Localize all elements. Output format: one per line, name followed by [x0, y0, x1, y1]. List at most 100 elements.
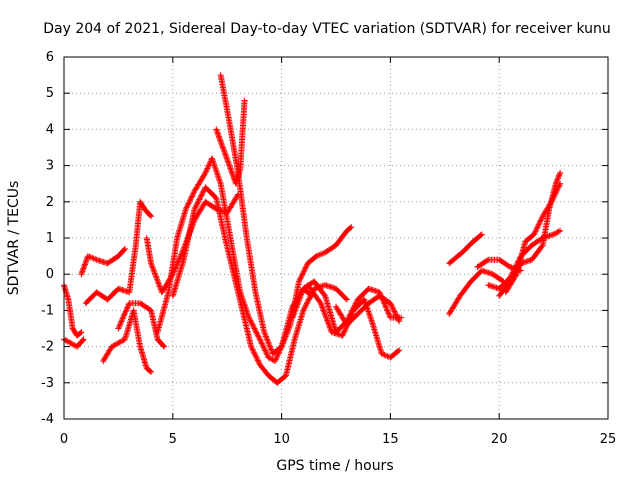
data-point [530, 244, 533, 247]
data-point [80, 331, 83, 334]
y-tick-label: 6 [46, 50, 54, 65]
series-track-j [217, 72, 355, 357]
data-point [124, 247, 126, 250]
series-markers [61, 336, 87, 350]
data-point [167, 291, 170, 294]
data-point [515, 273, 518, 276]
data-point [372, 323, 374, 326]
series-track-e [100, 307, 155, 375]
data-point [184, 208, 187, 210]
data-point [274, 360, 276, 362]
data-point [204, 200, 207, 203]
data-point [324, 295, 327, 297]
data-point [215, 128, 218, 131]
data-point [219, 74, 222, 76]
data-point [352, 309, 355, 312]
data-point [80, 273, 83, 276]
data-point [341, 334, 344, 337]
data-point [509, 266, 511, 268]
x-tick-label: 5 [169, 432, 177, 447]
data-point [82, 338, 85, 341]
data-point [380, 352, 383, 355]
data-point [459, 295, 461, 297]
data-point [298, 280, 300, 283]
data-point [335, 244, 337, 247]
data-point [117, 327, 120, 330]
data-point [106, 298, 109, 301]
series-track-p [446, 231, 485, 267]
data-point [345, 229, 348, 232]
data-point [117, 287, 120, 290]
series-markers [100, 307, 155, 375]
data-point [128, 302, 131, 305]
y-tick-label: -1 [41, 303, 54, 318]
data-point [232, 273, 235, 276]
y-tick-label: -3 [41, 376, 54, 391]
data-point [541, 244, 544, 247]
data-point [470, 280, 472, 283]
data-point [378, 295, 381, 297]
chart-title: Day 204 of 2021, Sidereal Day-to-day VTE… [43, 21, 611, 37]
data-point [171, 295, 174, 297]
data-point [306, 262, 309, 265]
series-track-b [61, 336, 87, 350]
data-point [163, 345, 165, 348]
data-point [367, 287, 370, 290]
data-point [559, 229, 562, 232]
data-point [226, 219, 229, 221]
series-track-o [446, 267, 507, 317]
data-point [124, 338, 126, 341]
data-point [232, 255, 235, 257]
y-tick-label: 5 [46, 86, 54, 101]
series-markers [217, 72, 355, 357]
data-point [150, 262, 152, 265]
data-point [102, 360, 105, 362]
data-point [335, 305, 337, 308]
data-point [324, 284, 327, 286]
data-point [293, 338, 296, 341]
data-point [150, 215, 152, 218]
data-point [254, 291, 257, 294]
data-point [193, 190, 196, 192]
series-markers [446, 267, 507, 317]
data-point [267, 356, 270, 359]
data-point [161, 291, 163, 294]
data-point [84, 302, 87, 305]
series-markers [502, 180, 564, 296]
data-point [87, 255, 89, 257]
data-point [559, 182, 562, 185]
series-track-c [78, 245, 128, 278]
data-point [487, 284, 490, 286]
data-point [95, 291, 98, 294]
series-track-m [304, 282, 403, 361]
data-point [398, 349, 401, 352]
data-point [243, 99, 246, 102]
data-point [530, 258, 533, 261]
data-point [263, 331, 266, 334]
data-point [356, 298, 359, 301]
data-point [204, 171, 207, 174]
data-point [498, 287, 501, 290]
data-point [480, 233, 483, 236]
x-tick-label: 10 [273, 432, 290, 447]
data-point [132, 309, 135, 312]
data-point [552, 233, 555, 236]
y-tick-label: 0 [46, 267, 54, 282]
data-point [302, 309, 305, 312]
x-axis-label: GPS time / hours [276, 458, 393, 474]
data-point [276, 381, 279, 384]
data-point [389, 302, 392, 305]
data-point [335, 287, 337, 290]
data-point [550, 200, 553, 203]
data-point [315, 255, 318, 257]
series-track-d [82, 198, 155, 307]
data-point [139, 345, 142, 348]
data-point [239, 168, 242, 171]
data-point [235, 182, 237, 185]
data-point [280, 345, 283, 348]
y-tick-label: -2 [41, 340, 54, 355]
data-point [400, 316, 403, 319]
data-point [480, 269, 483, 272]
data-point [250, 345, 253, 348]
data-point [356, 313, 359, 315]
